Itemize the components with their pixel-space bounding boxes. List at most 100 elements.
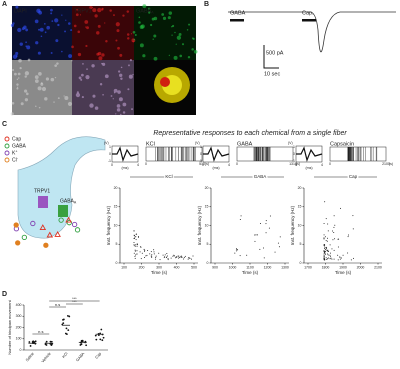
response-name: GABA xyxy=(237,141,253,147)
speckle xyxy=(12,68,15,72)
tick-label: 0 xyxy=(207,261,209,265)
speckle xyxy=(53,101,55,103)
current-trace xyxy=(228,11,396,53)
speckle xyxy=(57,97,60,100)
speckle xyxy=(142,54,146,58)
speckle xyxy=(138,16,141,19)
scatter-dot xyxy=(180,256,182,258)
tick-label: 20 xyxy=(114,186,118,190)
tick-label: 5 xyxy=(116,242,118,246)
speckle xyxy=(20,102,24,106)
speckle xyxy=(63,95,65,97)
speckle xyxy=(126,33,130,36)
scatter-dot xyxy=(246,254,248,256)
tick-label: 15 xyxy=(114,205,118,209)
brightfield-image xyxy=(12,60,72,115)
panel-label: D xyxy=(2,291,7,298)
tick-label: 10 xyxy=(298,223,302,227)
scatter-dot xyxy=(144,250,146,252)
dot xyxy=(31,340,34,343)
stimulus-label: Cap. xyxy=(302,10,314,16)
speckle xyxy=(168,11,173,15)
axis-label: Time (s) xyxy=(242,270,259,275)
scatter-dot xyxy=(262,247,264,249)
speckle xyxy=(101,62,103,65)
tick-label: 0 xyxy=(200,152,202,156)
molecule xyxy=(13,222,19,228)
speckle xyxy=(139,43,144,48)
x-tick-label: Saline xyxy=(25,352,35,363)
speckle xyxy=(187,55,191,59)
stimulus-label: GABA xyxy=(254,174,267,179)
dot xyxy=(44,343,47,346)
tick-label: 0 xyxy=(145,162,147,166)
speckle xyxy=(96,31,100,35)
scatter-dot xyxy=(326,240,328,242)
scatter-dot xyxy=(324,251,326,253)
tick-label: 0 xyxy=(111,163,113,167)
speckle xyxy=(175,43,177,45)
axis-unit: (V) xyxy=(104,141,109,145)
scatter-dot xyxy=(327,223,329,225)
speckle xyxy=(44,31,47,34)
speckle xyxy=(16,87,19,90)
speckle xyxy=(115,22,120,27)
tick-label: 0 xyxy=(116,261,118,265)
scatter-dot xyxy=(328,257,330,259)
dot xyxy=(85,344,88,347)
scatter-dot xyxy=(255,234,257,236)
axis-unit: (ms) xyxy=(122,166,129,170)
dot xyxy=(65,333,68,336)
panel-label: C xyxy=(2,121,7,128)
scatter-dot xyxy=(325,240,327,242)
scatter-dot xyxy=(239,255,241,257)
scatter-dot xyxy=(347,236,349,238)
scatter-dot xyxy=(331,248,333,250)
scatter-dot xyxy=(326,247,328,249)
speckle xyxy=(79,14,82,16)
speckle xyxy=(133,38,135,41)
tick-label: 1800 xyxy=(322,265,330,269)
tick-label: 0 xyxy=(295,163,297,167)
scatter-dot xyxy=(133,238,135,240)
axis-unit: (V) xyxy=(195,141,200,145)
tick-label: -1 xyxy=(199,159,202,163)
scale-label: 500 pA xyxy=(266,50,284,56)
scatter-dot xyxy=(175,257,177,259)
scatter-dot xyxy=(134,236,136,238)
scatter-dot xyxy=(135,236,137,238)
scatter-dot xyxy=(144,249,146,251)
scatter-dot xyxy=(159,259,161,261)
scatter-dot xyxy=(263,257,265,259)
scatter-dot xyxy=(151,256,153,258)
speckle xyxy=(35,41,39,45)
speckle xyxy=(10,112,14,116)
tick-label: 510 xyxy=(199,162,205,166)
speckle xyxy=(16,78,19,81)
legend-label: K+ xyxy=(12,149,17,156)
significance-label: *** xyxy=(72,299,77,304)
speckle xyxy=(77,52,82,57)
scatter-dot xyxy=(326,246,328,248)
molecule xyxy=(58,217,64,223)
speckle xyxy=(178,33,182,36)
tick-label: 4 xyxy=(228,163,230,167)
scatter-dot xyxy=(133,244,135,246)
scatter-dot xyxy=(324,249,326,251)
speckle xyxy=(118,97,123,102)
speckle xyxy=(101,53,105,57)
scatter-dot xyxy=(166,255,168,257)
tick-label: 20 xyxy=(205,186,209,190)
dot xyxy=(29,345,32,347)
scatter-dot xyxy=(268,227,270,229)
scatter-dot xyxy=(329,252,331,254)
speckle xyxy=(128,64,130,67)
speckle xyxy=(91,64,95,68)
speckle xyxy=(82,63,84,65)
speckle xyxy=(71,60,73,62)
axis-unit: (s) xyxy=(389,162,393,166)
speckle xyxy=(76,8,79,11)
scatter-dot xyxy=(134,245,136,247)
stimulus-label: KCl xyxy=(165,174,172,179)
speckle xyxy=(174,31,176,34)
